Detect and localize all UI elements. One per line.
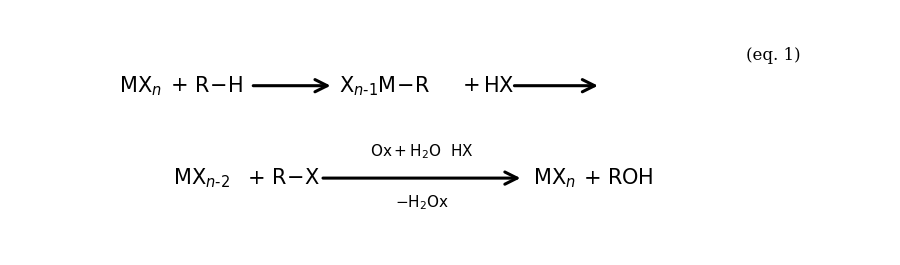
Text: $\mathrm{MX}_{n}$: $\mathrm{MX}_{n}$ (119, 74, 161, 98)
Text: $\mathrm{-H_2Ox}$: $\mathrm{-H_2Ox}$ (394, 193, 449, 212)
Text: $\mathrm{HX}$: $\mathrm{HX}$ (483, 76, 514, 96)
Text: $\mathrm{Ox + H_2O\ \ HX}$: $\mathrm{Ox + H_2O\ \ HX}$ (370, 143, 473, 161)
Text: $\mathrm{R{\!-\!}H}$: $\mathrm{R{\!-\!}H}$ (194, 76, 243, 96)
Text: $\mathrm{R{\!-\!}X}$: $\mathrm{R{\!-\!}X}$ (272, 168, 320, 188)
Text: $\mathrm{MX}_{n\text{-}2}$: $\mathrm{MX}_{n\text{-}2}$ (173, 166, 230, 190)
Text: (eq. 1): (eq. 1) (746, 47, 801, 64)
Text: +: + (463, 76, 481, 95)
Text: $\mathrm{ROH}$: $\mathrm{ROH}$ (607, 168, 653, 188)
Text: $\mathrm{X}_{n\text{-}1}\mathrm{M{\!-\!}R}$: $\mathrm{X}_{n\text{-}1}\mathrm{M{\!-\!}… (338, 74, 430, 98)
Text: +: + (171, 76, 188, 95)
Text: $\mathrm{MX}_{n}$: $\mathrm{MX}_{n}$ (533, 166, 575, 190)
Text: +: + (248, 169, 266, 188)
Text: +: + (584, 169, 601, 188)
